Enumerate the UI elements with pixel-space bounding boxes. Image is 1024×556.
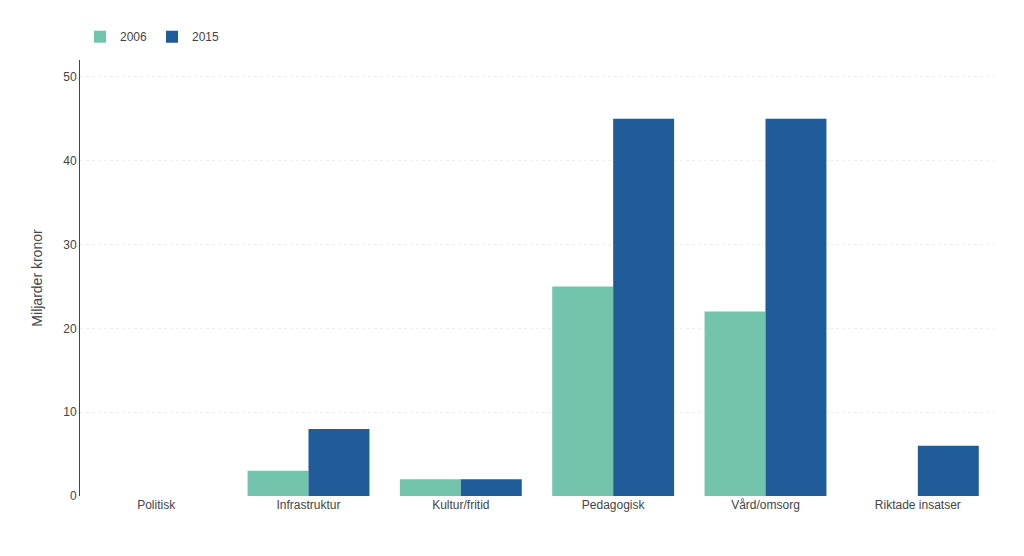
- svg-text:2015: 2015: [192, 30, 219, 44]
- svg-text:50: 50: [63, 70, 77, 84]
- svg-text:30: 30: [63, 238, 77, 252]
- svg-text:Pedagogisk: Pedagogisk: [582, 498, 646, 512]
- svg-text:20: 20: [63, 322, 77, 336]
- svg-text:10: 10: [63, 405, 77, 419]
- svg-text:Miljarder kronor: Miljarder kronor: [29, 229, 45, 327]
- svg-text:Vård/omsorg: Vård/omsorg: [731, 498, 800, 512]
- svg-text:0: 0: [70, 489, 77, 503]
- svg-text:Riktade insatser: Riktade insatser: [875, 498, 961, 512]
- svg-text:2006: 2006: [120, 30, 147, 44]
- svg-text:40: 40: [63, 154, 77, 168]
- svg-text:Politisk: Politisk: [137, 498, 176, 512]
- svg-text:Infrastruktur: Infrastruktur: [276, 498, 340, 512]
- svg-text:Kultur/fritid: Kultur/fritid: [432, 498, 489, 512]
